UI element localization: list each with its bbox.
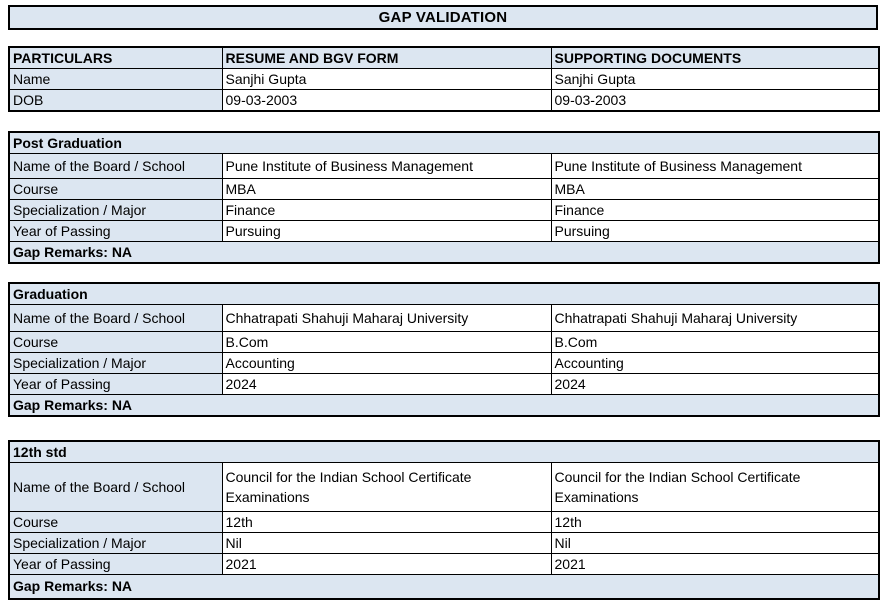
cell-name-resume: Sanjhi Gupta [221, 68, 552, 90]
section-title: Graduation [8, 282, 880, 305]
table-row: Name of the Board / School Council for t… [8, 462, 880, 512]
cell-course-resume: B.Com [221, 331, 552, 353]
table-row: Name of the Board / School Chhatrapati S… [8, 304, 880, 332]
row-label-board: Name of the Board / School [8, 153, 223, 179]
page-title-text: GAP VALIDATION [378, 9, 508, 26]
table-header-row: PARTICULARS RESUME AND BGV FORM SUPPORTI… [8, 46, 880, 69]
cell-course-resume: MBA [221, 178, 552, 200]
gap-validation-sheet: GAP VALIDATION PARTICULARS RESUME AND BG… [0, 5, 887, 600]
section-table-graduation: Graduation Name of the Board / School Ch… [8, 282, 881, 417]
row-label-year: Year of Passing [8, 373, 223, 395]
section-header-row: Post Graduation [8, 131, 880, 154]
cell-board-resume: Council for the Indian School Certificat… [221, 462, 552, 512]
gap-remarks-row: Gap Remarks: NA [8, 394, 880, 417]
cell-dob-resume: 09-03-2003 [221, 89, 552, 112]
cell-board-supporting: Council for the Indian School Certificat… [550, 462, 880, 512]
cell-dob-supporting: 09-03-2003 [550, 89, 880, 112]
row-label-year: Year of Passing [8, 553, 223, 575]
section-header-row: 12th std [8, 440, 880, 463]
row-label-specialization: Specialization / Major [8, 532, 223, 554]
table-row: Specialization / Major Accounting Accoun… [8, 352, 880, 374]
gap-remarks-row: Gap Remarks: NA [8, 574, 880, 599]
table-row: Name of the Board / School Pune Institut… [8, 153, 880, 179]
section-table-12th-std: 12th std Name of the Board / School Coun… [8, 440, 880, 600]
table-row: Name Sanjhi Gupta Sanjhi Gupta [8, 68, 880, 90]
cell-name-supporting: Sanjhi Gupta [550, 68, 880, 90]
column-header-particulars: PARTICULARS [8, 46, 223, 69]
row-label-course: Course [8, 331, 223, 353]
gap-remarks: Gap Remarks: NA [8, 394, 880, 417]
cell-board-supporting: Pune Institute of Business Management [550, 153, 880, 179]
cell-year-supporting: 2024 [550, 373, 880, 395]
column-header-resume: RESUME AND BGV FORM [221, 46, 552, 69]
table-row: Specialization / Major Nil Nil [8, 532, 880, 554]
row-label-board: Name of the Board / School [8, 462, 223, 512]
page-title: GAP VALIDATION [8, 5, 878, 30]
cell-board-resume: Chhatrapati Shahuji Maharaj University [221, 304, 552, 332]
row-label-specialization: Specialization / Major [8, 199, 223, 221]
table-row: Year of Passing Pursuing Pursuing [8, 220, 880, 242]
row-label-board: Name of the Board / School [8, 304, 223, 332]
cell-board-resume: Pune Institute of Business Management [221, 153, 552, 179]
table-row: Course MBA MBA [8, 178, 880, 200]
cell-course-resume: 12th [221, 511, 552, 533]
section-header-row: Graduation [8, 282, 880, 305]
table-row: Year of Passing 2021 2021 [8, 553, 880, 575]
cell-year-supporting: 2021 [550, 553, 880, 575]
cell-specialization-resume: Accounting [221, 352, 552, 374]
cell-year-resume: Pursuing [221, 220, 552, 242]
cell-board-supporting: Chhatrapati Shahuji Maharaj University [550, 304, 880, 332]
row-label-course: Course [8, 511, 223, 533]
cell-year-resume: 2024 [221, 373, 552, 395]
row-label-name: Name [8, 68, 223, 90]
row-label-course: Course [8, 178, 223, 200]
cell-specialization-supporting: Nil [550, 532, 880, 554]
cell-year-supporting: Pursuing [550, 220, 880, 242]
section-title: Post Graduation [8, 131, 880, 154]
section-title: 12th std [8, 440, 880, 463]
column-header-supporting: SUPPORTING DOCUMENTS [550, 46, 880, 69]
row-label-specialization: Specialization / Major [8, 352, 223, 374]
gap-remarks: Gap Remarks: NA [8, 574, 880, 599]
cell-specialization-resume: Nil [221, 532, 552, 554]
cell-specialization-resume: Finance [221, 199, 552, 221]
table-row: DOB 09-03-2003 09-03-2003 [8, 89, 880, 112]
row-label-dob: DOB [8, 89, 223, 112]
cell-specialization-supporting: Accounting [550, 352, 880, 374]
gap-remarks: Gap Remarks: NA [8, 241, 880, 264]
table-row: Specialization / Major Finance Finance [8, 199, 880, 221]
cell-course-supporting: 12th [550, 511, 880, 533]
row-label-year: Year of Passing [8, 220, 223, 242]
cell-specialization-supporting: Finance [550, 199, 880, 221]
table-row: Year of Passing 2024 2024 [8, 373, 880, 395]
cell-course-supporting: B.Com [550, 331, 880, 353]
table-row: Course 12th 12th [8, 511, 880, 533]
cell-year-resume: 2021 [221, 553, 552, 575]
section-table-post-graduation: Post Graduation Name of the Board / Scho… [8, 131, 880, 264]
table-row: Course B.Com B.Com [8, 331, 880, 353]
cell-course-supporting: MBA [550, 178, 880, 200]
gap-remarks-row: Gap Remarks: NA [8, 241, 880, 264]
particulars-table: PARTICULARS RESUME AND BGV FORM SUPPORTI… [8, 46, 880, 112]
